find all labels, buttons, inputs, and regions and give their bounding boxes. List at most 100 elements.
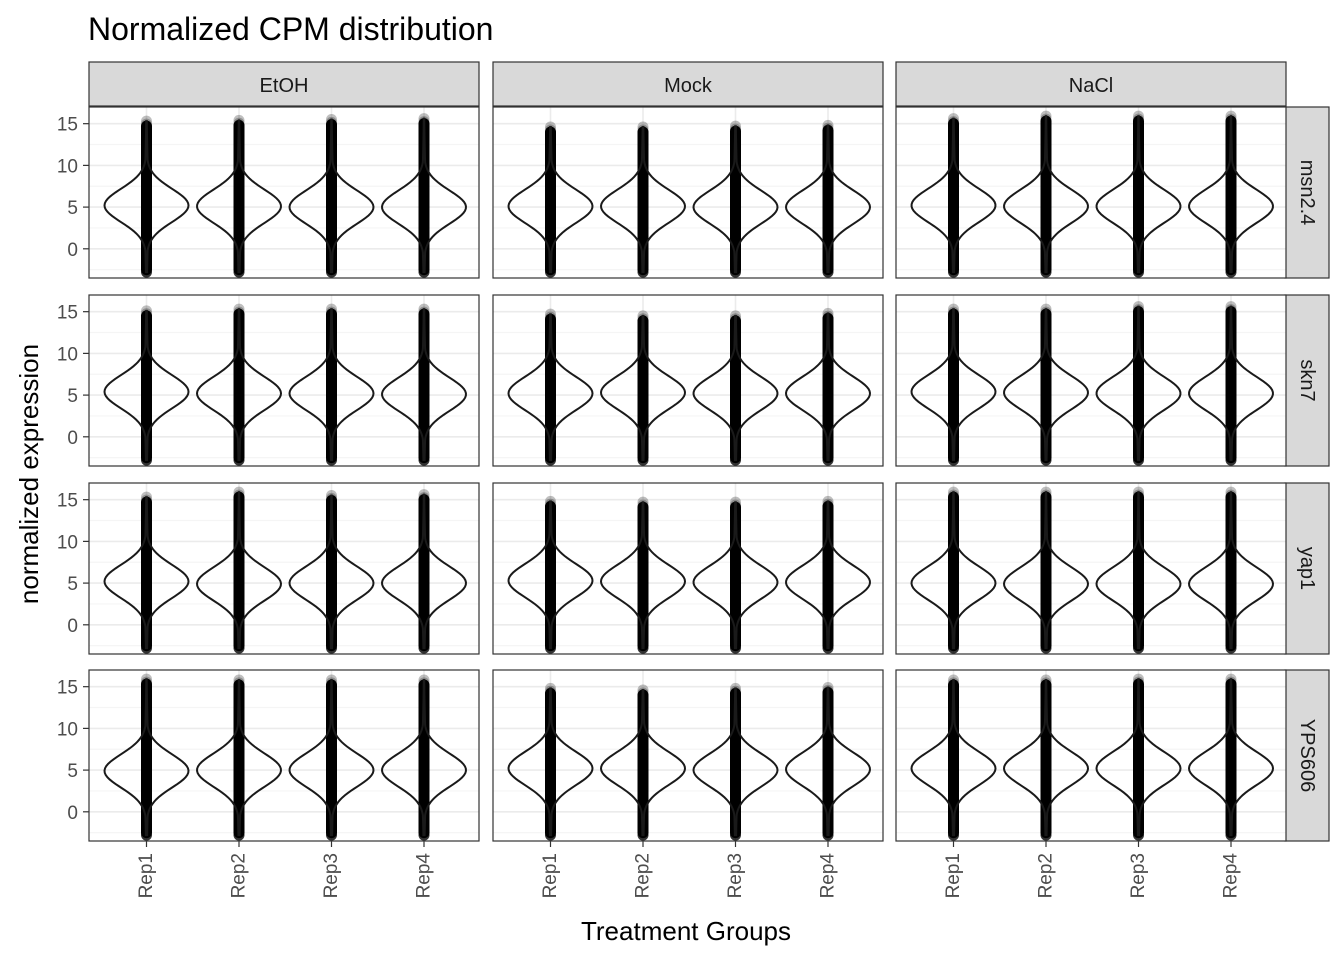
y-axis-title: normalized expression [14,344,44,604]
facet-panel-mock-yps606: Rep1 Rep2 Rep3 Rep4 [492,669,884,899]
violin-shape [1095,115,1182,274]
facet-strip-row [1284,106,1330,279]
facet-strip-col [88,61,480,107]
violin-shape [910,491,997,650]
panel-border [88,106,480,279]
facet-strip-col-label: NaCl [1069,75,1113,97]
y-tick-label: 5 [67,386,78,407]
facet-panel-etoh-skn7: 0 5 10 15 [57,294,480,467]
violin-shape [692,125,779,274]
violin-shape [692,501,779,650]
panel-border [88,482,480,655]
panel-border [895,669,1287,842]
x-tick-label: Rep3 [321,853,342,898]
violin-shape [910,117,997,274]
x-tick-label: Rep1 [943,853,964,898]
violin-shape [1002,679,1090,837]
violin-shape [196,119,282,274]
facet-panel-nacl-skn7 [895,294,1287,467]
violin-shape [288,494,375,650]
y-tick-label: 10 [57,156,78,177]
violin-shape [1095,491,1182,650]
violin-shape [599,689,687,837]
violin-shape [103,309,190,462]
violin-shape [288,679,375,837]
facet-panel-nacl-msn2.4 [895,106,1287,279]
panel-border [895,482,1287,655]
x-tick-label: Rep1 [540,853,561,898]
y-tick-label: 15 [57,303,78,324]
violin-shape [381,117,467,274]
y-tick-label: 0 [67,240,78,261]
x-tick-label: Rep4 [818,853,839,899]
violin-shape [381,679,467,837]
violin-shape [1188,305,1274,462]
y-tick-label: 10 [57,344,78,365]
facet-panel-mock-msn2.4 [492,106,884,279]
facet-strip-col-label: Mock [664,75,713,97]
facet-panel-nacl-yap1 [895,482,1287,655]
panel-border [492,294,884,467]
panels-layer: EtOH Mock NaCl msn2.4 skn7 yap1 YPS606 0 5 10 15 0 5… [57,61,1330,899]
facet-panel-etoh-yps606: 0 5 10 15 Rep1 Rep2 Rep3 Rep4 [57,669,480,898]
violin-shape [507,126,594,274]
violin-shape [910,679,997,837]
facet-strip-row-label: yap1 [1296,547,1318,590]
violin-shape [195,308,283,462]
facet-strip-col [492,61,884,107]
facet-strip-row-label: msn2.4 [1296,160,1318,226]
violin-shape [103,678,190,837]
y-tick-label: 5 [67,761,78,782]
violin-shape [1002,491,1090,650]
violin-shape [1095,678,1182,837]
violin-shape [288,118,375,274]
panel-border [895,294,1287,467]
violin-shape [1095,305,1182,462]
violin-shape [910,308,997,462]
violin-shape [784,124,872,274]
violin-shape [1003,308,1089,462]
facet-strip-row [1284,669,1330,842]
y-tick-label: 5 [67,198,78,219]
violin-shape [507,687,594,837]
x-tick-label: Rep3 [725,853,746,898]
violin-shape [381,493,467,650]
violin-shape [600,126,686,274]
panel-border [895,106,1287,279]
x-tick-label: Rep2 [1036,853,1057,898]
x-tick-label: Rep2 [633,853,654,898]
violin-shape [785,500,871,650]
facet-panel-nacl-yps606: Rep1 Rep2 Rep3 Rep4 [895,669,1287,899]
violin-shape [288,308,375,462]
panel-border [88,294,480,467]
violin-shape [784,312,872,462]
violin-shape [785,686,871,837]
violin-shape [103,496,190,650]
violin-shape [103,120,190,274]
violin-shape [381,308,467,462]
violin-shape [692,687,779,837]
x-tick-label: Rep3 [1128,853,1149,898]
panel-border [88,669,480,842]
violin-shape [692,314,779,462]
x-tick-label: Rep4 [1221,853,1242,899]
facet-panel-etoh-msn2.4: 0 5 10 15 [57,106,480,279]
facet-strip-row [1284,294,1330,467]
y-tick-label: 15 [57,491,78,512]
facet-panel-mock-yap1 [492,482,884,655]
y-tick-label: 15 [57,678,78,699]
facet-strip-row-label: YPS606 [1296,719,1318,792]
panel-border [492,482,884,655]
y-tick-label: 0 [67,428,78,449]
violin-shape [1003,115,1089,274]
facet-strip-col-label: EtOH [260,75,309,97]
x-tick-label: Rep2 [229,853,250,898]
facet-panel-mock-skn7 [492,294,884,467]
facet-panel-etoh-yap1: 0 5 10 15 [57,482,480,655]
violin-shape [507,500,594,650]
violin-shape [1187,678,1275,837]
panel-border [492,669,884,842]
panel-border [492,106,884,279]
